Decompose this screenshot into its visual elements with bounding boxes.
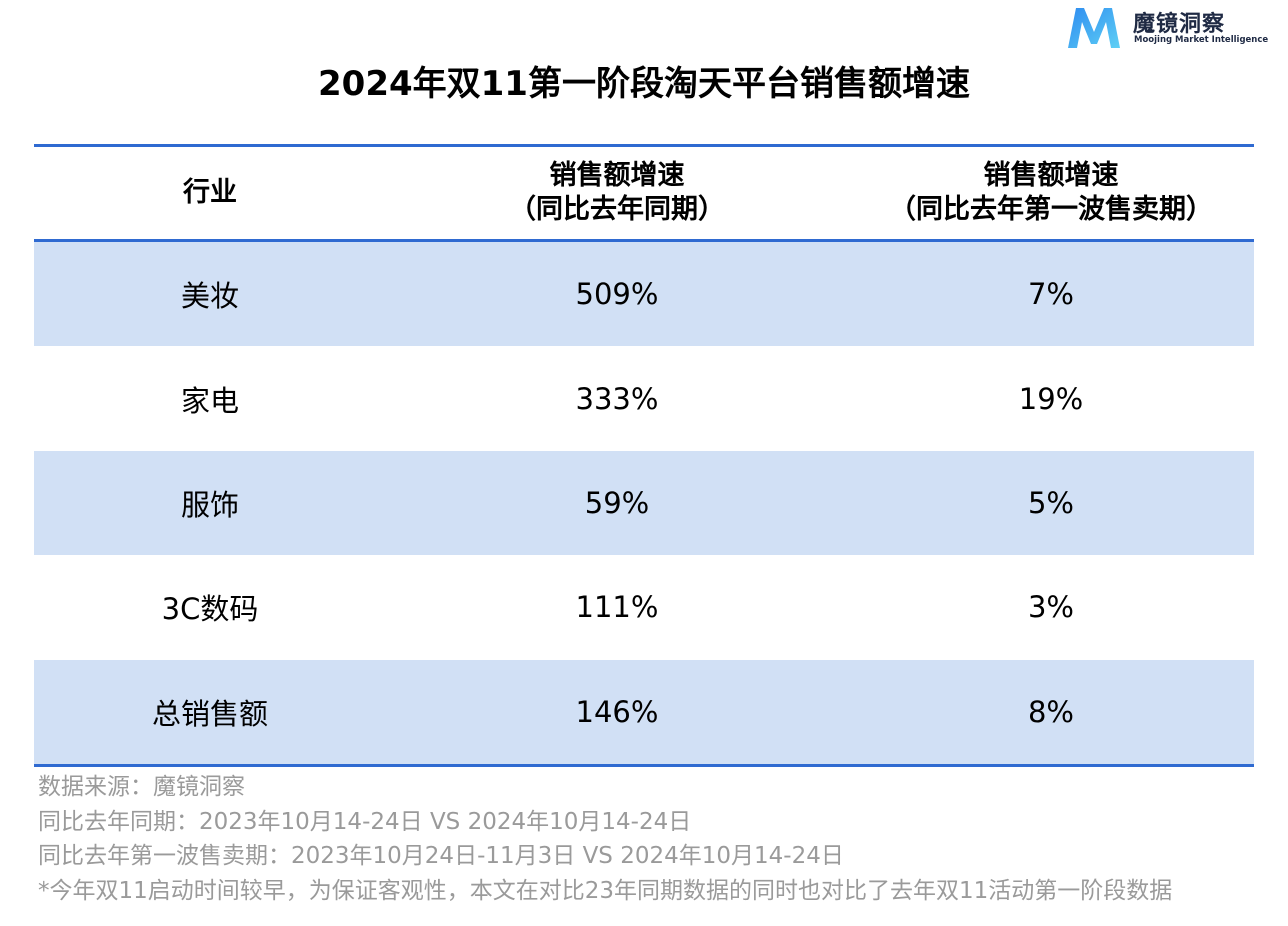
cell-industry: 美妆 xyxy=(180,279,239,314)
cell-yoy: 111% xyxy=(575,590,659,625)
brand-name-cn: 魔镜洞察 xyxy=(1133,12,1226,37)
cell-industry: 3C数码 xyxy=(161,592,259,627)
table-row: 服饰 59% 5% xyxy=(34,450,1254,556)
cell-yoy: 146% xyxy=(575,694,659,729)
cell-yoy: 509% xyxy=(575,277,659,312)
note-first-wave-definition: 同比去年第一波售卖期：2023年10月24日-11月3日 VS 2024年10月… xyxy=(38,843,844,869)
header-first-wave-line2: （同比去年第一波售卖期） xyxy=(889,194,1213,225)
cell-first-wave: 5% xyxy=(1027,485,1074,520)
table-row: 总销售额 146% 8% xyxy=(34,659,1254,764)
cell-first-wave: 8% xyxy=(1027,694,1074,729)
cell-first-wave: 19% xyxy=(1018,381,1084,416)
header-yoy-line2: （同比去年同期） xyxy=(509,194,725,225)
cell-industry: 家电 xyxy=(180,383,239,418)
chart-title: 2024年双11第一阶段淘天平台销售额增速 xyxy=(318,64,970,104)
cell-industry: 服饰 xyxy=(180,487,239,522)
m-letter-logo-icon xyxy=(1068,8,1120,48)
cell-first-wave: 7% xyxy=(1027,277,1074,312)
brand-name-en: Moojing Market Intelligence xyxy=(1134,35,1269,45)
cell-first-wave: 3% xyxy=(1027,590,1074,625)
cell-yoy: 59% xyxy=(584,485,650,520)
header-first-wave: 销售额增速 （同比去年第一波售卖期） xyxy=(848,159,1254,227)
header-industry: 行业 xyxy=(34,176,386,210)
brand-logo: 魔镜洞察 Moojing Market Intelligence xyxy=(1064,2,1268,52)
header-first-wave-line1: 销售额增速 xyxy=(983,160,1119,191)
header-yoy-line1: 销售额增速 xyxy=(549,160,685,191)
header-yoy: 销售额增速 （同比去年同期） xyxy=(386,159,848,227)
note-source: 数据来源：魔镜洞察 xyxy=(38,774,245,800)
table-row: 3C数码 111% 3% xyxy=(34,555,1254,659)
note-yoy-definition: 同比去年同期：2023年10月14-24日 VS 2024年10月14-24日 xyxy=(38,808,692,835)
footnotes: 数据来源：魔镜洞察 同比去年同期：2023年10月14-24日 VS 2024年… xyxy=(38,770,1172,908)
cell-yoy: 333% xyxy=(575,381,659,416)
table-row: 家电 333% 19% xyxy=(34,346,1254,450)
note-disclaimer: *今年双11启动时间较早，为保证客观性，本文在对比23年同期数据的同时也对比了去… xyxy=(38,877,1173,904)
growth-table: 行业 销售额增速 （同比去年同期） 销售额增速 （同比去年第一波售卖期） 美妆 … xyxy=(34,144,1254,767)
cell-industry: 总销售额 xyxy=(151,696,268,731)
table-row: 美妆 509% 7% xyxy=(34,242,1254,347)
header-industry-label: 行业 xyxy=(183,177,237,208)
table-header: 行业 销售额增速 （同比去年同期） 销售额增速 （同比去年第一波售卖期） xyxy=(34,147,1254,242)
